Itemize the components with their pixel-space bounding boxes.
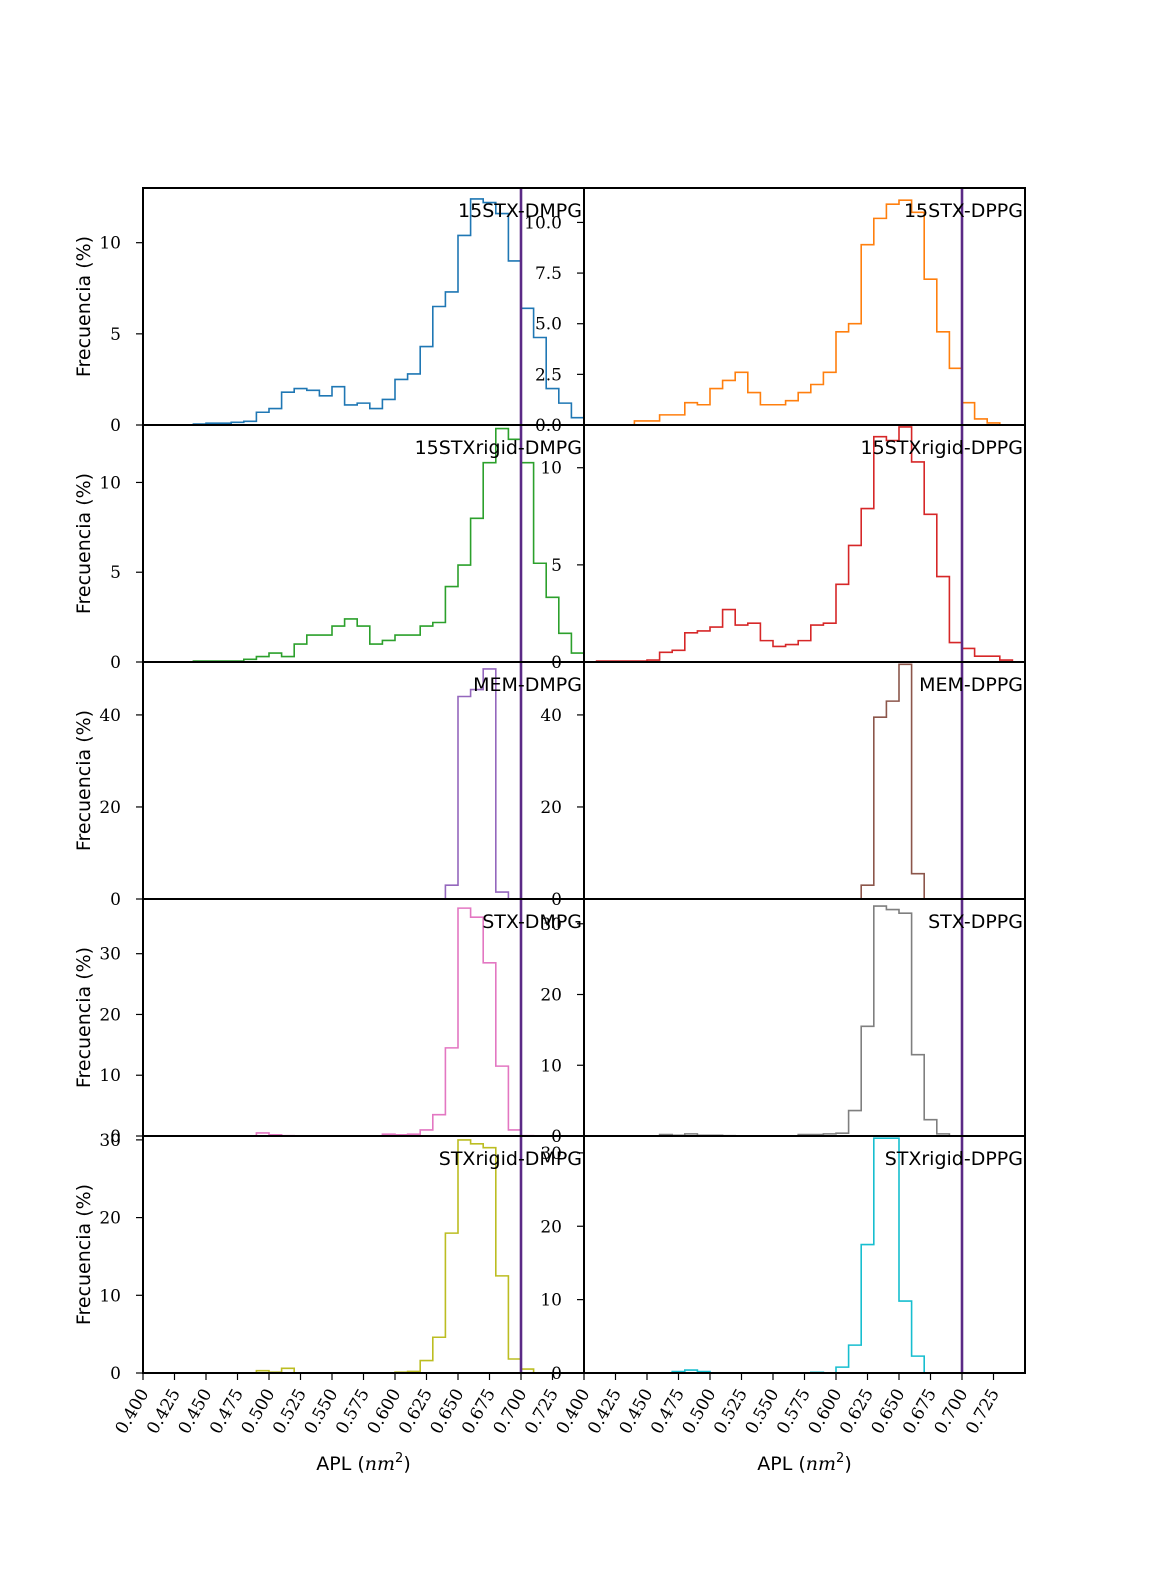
y-tick-label: 30 xyxy=(99,1131,121,1151)
x-axis-label: APL (nm2) xyxy=(316,1451,410,1475)
y-tick-label: 20 xyxy=(540,798,562,818)
panel-title: STX-DMPG xyxy=(482,911,582,933)
y-axis-label: Frecuencia (%) xyxy=(73,236,95,377)
y-tick-label: 0 xyxy=(110,653,121,673)
panel-title: STXrigid-DMPG xyxy=(439,1148,582,1170)
y-axis-label: Frecuencia (%) xyxy=(73,473,95,614)
y-tick-label: 10 xyxy=(99,1066,121,1086)
panel-title: STXrigid-DPPG xyxy=(885,1148,1023,1170)
panel-title: 15STXrigid-DMPG xyxy=(415,437,582,459)
panel-frame xyxy=(142,898,585,1137)
panel-title: 15STXrigid-DPPG xyxy=(861,437,1023,459)
panel-frame xyxy=(583,898,1026,1137)
y-tick-label: 20 xyxy=(99,798,121,818)
histogram-15stxrigid-dppg xyxy=(595,426,1025,663)
panel-title: 15STX-DMPG xyxy=(458,200,582,222)
histogram-mem-dppg xyxy=(860,663,925,899)
panel-frame xyxy=(583,424,1026,663)
panel-stxrigid-dppg: 0 10 20 30 STXrigid-DPPG xyxy=(540,1135,1026,1384)
y-tick-label: 5 xyxy=(110,325,121,345)
y-tick-label: 40 xyxy=(99,706,121,726)
y-tick-label: 10 xyxy=(99,234,121,254)
y-tick-label: 10 xyxy=(99,473,121,493)
panel-frame xyxy=(142,187,585,426)
y-axis-label: Frecuencia (%) xyxy=(73,710,95,851)
y-tick-label: 10 xyxy=(540,459,562,479)
y-tick-label: 7.5 xyxy=(535,264,562,284)
y-tick-label: 0 xyxy=(110,1127,121,1147)
panel-title: 15STX-DPPG xyxy=(904,200,1023,222)
panel-frame xyxy=(142,661,585,900)
y-tick-label: 10 xyxy=(540,1056,562,1076)
y-axis-label: Frecuencia (%) xyxy=(73,1184,95,1325)
y-tick-label: 30 xyxy=(540,1144,562,1164)
y-tick-label: 40 xyxy=(540,706,562,726)
y-tick-label: 10 xyxy=(99,1286,121,1306)
histogram-stx-dmpg xyxy=(255,907,535,1137)
histogram-15stx-dppg xyxy=(633,199,1013,426)
panel-title: MEM-DPPG xyxy=(919,674,1023,696)
histogram-mem-dmpg xyxy=(444,668,510,899)
x-axis-labels: 0.4000.4250.4500.4750.5000.5250.5500.575… xyxy=(112,1373,1004,1475)
x-axis-label: APL (nm2) xyxy=(757,1451,851,1475)
y-tick-label: 30 xyxy=(99,945,121,965)
panel-frame xyxy=(583,187,1026,426)
y-tick-label: 5 xyxy=(551,556,562,576)
y-tick-label: 20 xyxy=(99,1005,121,1025)
histogram-15stxrigid-dmpg xyxy=(180,427,585,663)
histogram-stxrigid-dppg xyxy=(671,1137,937,1374)
panel-frame xyxy=(142,1135,585,1374)
y-tick-label: 20 xyxy=(540,1217,562,1237)
y-tick-label: 5 xyxy=(110,563,121,583)
y-tick-label: 2.5 xyxy=(535,365,562,385)
y-tick-label: 10 xyxy=(540,1291,562,1311)
y-tick-label: 20 xyxy=(540,986,562,1006)
y-tick-label: 10.0 xyxy=(524,213,562,233)
histogram-stxrigid-dmpg xyxy=(243,1139,547,1374)
panel-mem-dmpg: 0 20 40 MEM-DMPG Frecuencia (%) xyxy=(73,661,585,910)
panel-15stx-dmpg: 0 5 10 15STX-DMPG Frecuencia (%) xyxy=(73,187,585,436)
y-axis-label: Frecuencia (%) xyxy=(73,947,95,1088)
y-tick-label: 0 xyxy=(110,416,121,436)
panel-title: STX-DPPG xyxy=(928,911,1023,933)
y-tick-label: 30 xyxy=(540,915,562,935)
y-tick-label: 20 xyxy=(99,1209,121,1229)
y-tick-label: 5.0 xyxy=(535,315,562,335)
histogram-stx-dppg xyxy=(658,905,951,1137)
y-tick-label: 0 xyxy=(551,1364,562,1384)
y-tick-label: 0 xyxy=(110,890,121,910)
panel-frame xyxy=(583,661,1026,900)
y-tick-label: 0 xyxy=(110,1364,121,1384)
panel-frame xyxy=(583,1135,1026,1374)
panel-title: MEM-DMPG xyxy=(473,674,582,696)
